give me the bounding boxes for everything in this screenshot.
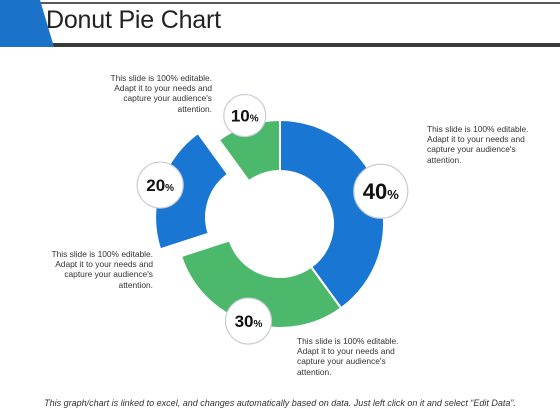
callout-line: capture your audience's bbox=[427, 144, 516, 155]
callout-line: attention. bbox=[427, 154, 462, 165]
callout-top-left: This slide is 100% editable. Adapt it to… bbox=[84, 73, 213, 114]
callout-line: attention. bbox=[118, 279, 153, 290]
donut-slice-20 bbox=[154, 131, 230, 251]
footer-note: This graph/chart is linked to excel, and… bbox=[44, 398, 516, 408]
callout-line: This slide is 100% editable. bbox=[297, 336, 399, 346]
callout-bottom-left: This slide is 100% editable. Adapt it to… bbox=[25, 249, 154, 290]
callout-line: This slide is 100% editable. bbox=[110, 73, 213, 83]
page-title: Donut Pie Chart bbox=[46, 6, 221, 34]
callout-line: attention. bbox=[177, 103, 212, 114]
percent-badge: 30% bbox=[224, 297, 273, 345]
callout-top-right: This slide is 100% editable. Adapt it to… bbox=[427, 124, 555, 165]
data-label-40: 40% bbox=[363, 179, 399, 204]
percent-badge-circle bbox=[223, 93, 267, 138]
callout-line: capture your audience's bbox=[297, 356, 386, 367]
top-thin-rule bbox=[0, 2, 560, 4]
donut-slice-40 bbox=[279, 118, 385, 310]
donut-slice-30 bbox=[179, 239, 343, 329]
percent-badge: 40% bbox=[353, 163, 409, 219]
data-label-20: 20% bbox=[146, 176, 174, 195]
callout-line: Adapt it to your needs and bbox=[55, 259, 153, 270]
callout-line: Adapt it to your needs and bbox=[114, 83, 212, 94]
callout-line: Adapt it to your needs and bbox=[297, 346, 395, 357]
title-underline bbox=[38, 43, 560, 47]
percent-badge: 20% bbox=[136, 161, 184, 209]
callout-line: Adapt it to your needs and bbox=[427, 134, 525, 145]
percent-badge: 10% bbox=[223, 93, 267, 138]
callout-line: attention. bbox=[297, 366, 332, 377]
percent-badge-circle bbox=[136, 161, 184, 209]
corner-accent-triangle bbox=[0, 0, 54, 47]
data-label-10: 10% bbox=[231, 107, 259, 126]
callout-line: capture your audience's bbox=[64, 269, 153, 280]
callout-line: This slide is 100% editable. bbox=[427, 124, 529, 134]
callout-line: capture your audience's bbox=[123, 93, 212, 104]
callout-line: This slide is 100% editable. bbox=[51, 249, 154, 259]
data-label-30: 30% bbox=[235, 312, 263, 331]
percent-badge-circle bbox=[224, 297, 273, 345]
callout-bottom-right: This slide is 100% editable. Adapt it to… bbox=[297, 336, 425, 377]
percent-badge-circle bbox=[353, 163, 409, 219]
